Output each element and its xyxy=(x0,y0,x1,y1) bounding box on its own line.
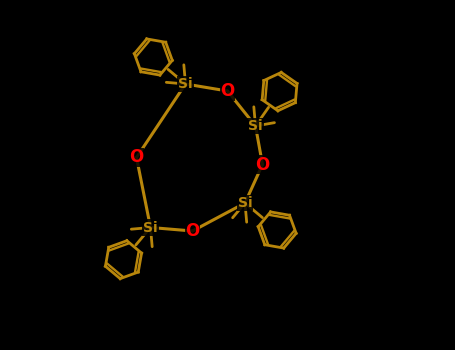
Text: Si: Si xyxy=(248,119,263,133)
Text: O: O xyxy=(255,155,270,174)
Text: Si: Si xyxy=(238,196,253,210)
Text: Si: Si xyxy=(178,77,193,91)
Text: O: O xyxy=(185,222,200,240)
Text: O: O xyxy=(220,82,235,100)
Text: O: O xyxy=(129,148,144,167)
Text: Si: Si xyxy=(143,220,158,234)
